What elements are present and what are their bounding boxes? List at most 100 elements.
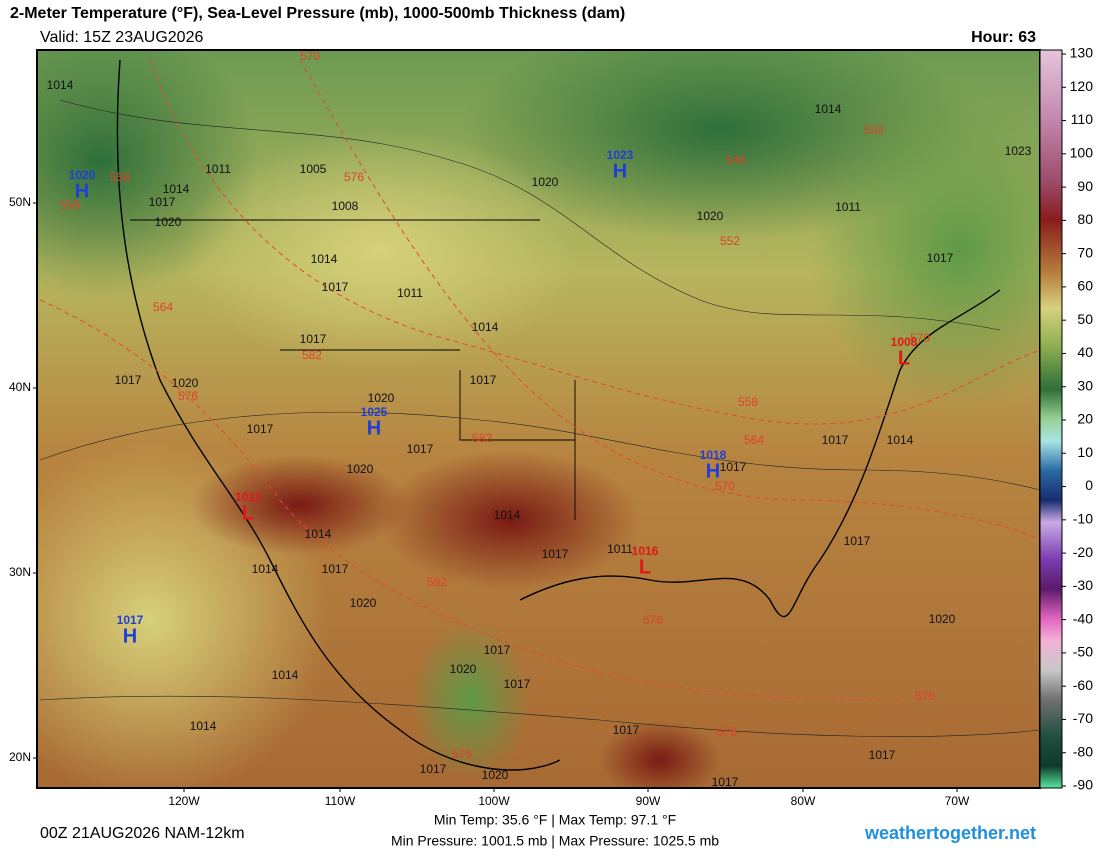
map (37, 50, 1040, 788)
isobar-label: 1011 (835, 200, 861, 214)
isobar-label: 1014 (163, 182, 190, 196)
isobar-label: 1014 (47, 78, 74, 92)
thickness-label: 576 (915, 689, 935, 703)
colorbar-label: 0 (1085, 477, 1093, 493)
thickness-label: 570 (910, 331, 930, 345)
isobar-label: 1017 (322, 280, 349, 294)
isobar-label: 1017 (247, 422, 274, 436)
colorbar-label: -90 (1073, 777, 1093, 793)
lon-label: 110W (325, 794, 356, 808)
thickness-label: 570 (715, 479, 735, 493)
valid-time: Valid: 15Z 23AUG2026 (40, 29, 203, 46)
colorbar-label: 80 (1077, 211, 1093, 227)
pressure-range: Min Pressure: 1001.5 mb | Max Pressure: … (391, 833, 719, 849)
center-pressure: 1018 (700, 448, 727, 462)
isobar-label: 1014 (305, 527, 332, 541)
lon-label: 90W (636, 794, 661, 808)
isobar-label: 1023 (1005, 144, 1032, 158)
isobar-label: 1014 (494, 508, 521, 522)
colorbar-label: 120 (1070, 78, 1094, 94)
isobar-label: 1014 (887, 433, 914, 447)
colorbar-label: 20 (1077, 411, 1093, 427)
center-pressure: 1011 (235, 490, 261, 504)
isobar-label: 1020 (172, 376, 199, 390)
colorbar-label: -80 (1073, 743, 1093, 759)
isobar-label: 1020 (697, 209, 724, 223)
colorbar-label: 50 (1077, 311, 1093, 327)
isobar-label: 1020 (450, 662, 477, 676)
center-letter: H (613, 160, 627, 182)
isobar-label: 1017 (115, 373, 142, 387)
center-letter: H (123, 625, 137, 647)
colorbar-label: 30 (1077, 377, 1093, 393)
colorbar-label: -20 (1073, 544, 1093, 560)
isobar-label: 1008 (332, 199, 359, 213)
thickness-label: 582 (472, 431, 492, 445)
lat-label: 40N (9, 380, 31, 394)
isobar-label: 1017 (322, 562, 349, 576)
colorbar-label: 130 (1070, 45, 1094, 61)
isobar-label: 1017 (712, 775, 739, 789)
isobar-label: 1017 (822, 433, 849, 447)
isobar-label: 1017 (149, 195, 176, 209)
isobar-label: 1011 (397, 286, 423, 300)
thickness-label: 546 (726, 153, 746, 167)
colorbar-label: -60 (1073, 677, 1093, 693)
lat-label: 20N (9, 750, 31, 764)
isobar-label: 1017 (470, 373, 497, 387)
center-letter: H (367, 417, 381, 439)
isobar-label: 1020 (350, 596, 377, 610)
isobar-label: 1017 (407, 442, 434, 456)
colorbar-label: -30 (1073, 577, 1093, 593)
lon-label: 120W (168, 794, 200, 808)
isobar-label: 1020 (347, 462, 374, 476)
isobar-label: 1005 (300, 162, 327, 176)
thickness-label: 576 (344, 170, 364, 184)
colorbar-label: -50 (1073, 644, 1093, 660)
isobar-label: 1017 (504, 677, 531, 691)
isobar-label: 1020 (368, 391, 395, 405)
lon-label: 70W (945, 794, 970, 808)
isobar-label: 1017 (927, 251, 954, 265)
isobar-label: 1020 (155, 215, 182, 229)
site-name: weathertogether.net (864, 823, 1036, 843)
thickness-label: 576 (643, 613, 663, 627)
isobar-label: 1014 (252, 562, 279, 576)
thickness-label: 558 (738, 395, 758, 409)
center-pressure: 1017 (117, 613, 144, 627)
center-pressure: 1020 (69, 168, 96, 182)
colorbar-label: 60 (1077, 278, 1093, 294)
isobar-label: 1011 (607, 542, 633, 556)
center-pressure: 1016 (632, 544, 659, 558)
thickness-label: 576 (178, 389, 198, 403)
isobar-label: 1017 (844, 534, 871, 548)
isobar-label: 1017 (420, 762, 447, 776)
isobar-label: 1017 (613, 723, 640, 737)
center-pressure: 1008 (891, 335, 918, 349)
lat-label: 30N (9, 565, 31, 579)
colorbar-label: -40 (1073, 610, 1093, 626)
temp-range: Min Temp: 35.6 °F | Max Temp: 97.1 °F (434, 812, 676, 828)
isobar-label: 1017 (300, 332, 327, 346)
forecast-hour: Hour: 63 (971, 29, 1036, 46)
colorbar-label: -10 (1073, 511, 1093, 527)
lon-label: 100W (478, 794, 510, 808)
colorbar (1039, 49, 1063, 789)
thickness-label: 558 (864, 123, 884, 137)
title: 2-Meter Temperature (°F), Sea-Level Pres… (10, 5, 625, 22)
thickness-label: 564 (153, 300, 173, 314)
isobar-label: 1017 (484, 643, 511, 657)
colorbar-label: 90 (1077, 178, 1093, 194)
isobar-label: 1014 (190, 719, 217, 733)
colorbar-label: 100 (1070, 145, 1094, 161)
isobar-label: 1014 (311, 252, 338, 266)
center-pressure: 1023 (607, 148, 634, 162)
center-letter: H (75, 180, 89, 202)
thickness-label: 564 (744, 433, 764, 447)
isobar-label: 1017 (869, 748, 896, 762)
colorbar-label: 110 (1071, 111, 1094, 127)
isobar-label: 1017 (720, 460, 747, 474)
isobar-label: 1014 (472, 320, 499, 334)
lon-label: 80W (791, 794, 816, 808)
